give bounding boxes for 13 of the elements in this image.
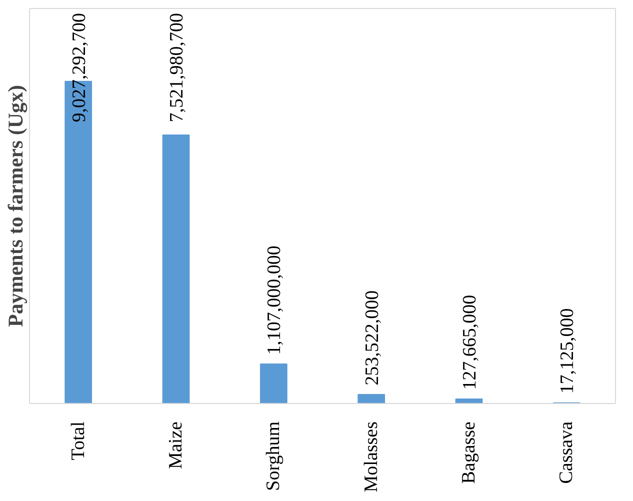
data-label: 253,522,000 bbox=[362, 290, 383, 386]
data-label: 17,125,000 bbox=[557, 308, 578, 394]
data-label: 127,665,000 bbox=[460, 294, 480, 390]
x-tick-label: Molasses bbox=[360, 421, 382, 492]
data-label: 7,521,980,700 bbox=[166, 13, 188, 122]
y-axis-title: Payments to farmers (Ugx) bbox=[4, 84, 28, 327]
data-label: 1,107,000,000 bbox=[264, 246, 286, 355]
x-tick-label: Cassava bbox=[556, 420, 578, 484]
x-tick-label: Bagasse bbox=[458, 421, 480, 484]
x-tick-label: Maize bbox=[166, 421, 186, 469]
data-label: 9,027,292,700 bbox=[68, 13, 90, 122]
x-tick-label: Total bbox=[68, 421, 89, 460]
x-tick-label: Sorghum bbox=[263, 421, 284, 491]
